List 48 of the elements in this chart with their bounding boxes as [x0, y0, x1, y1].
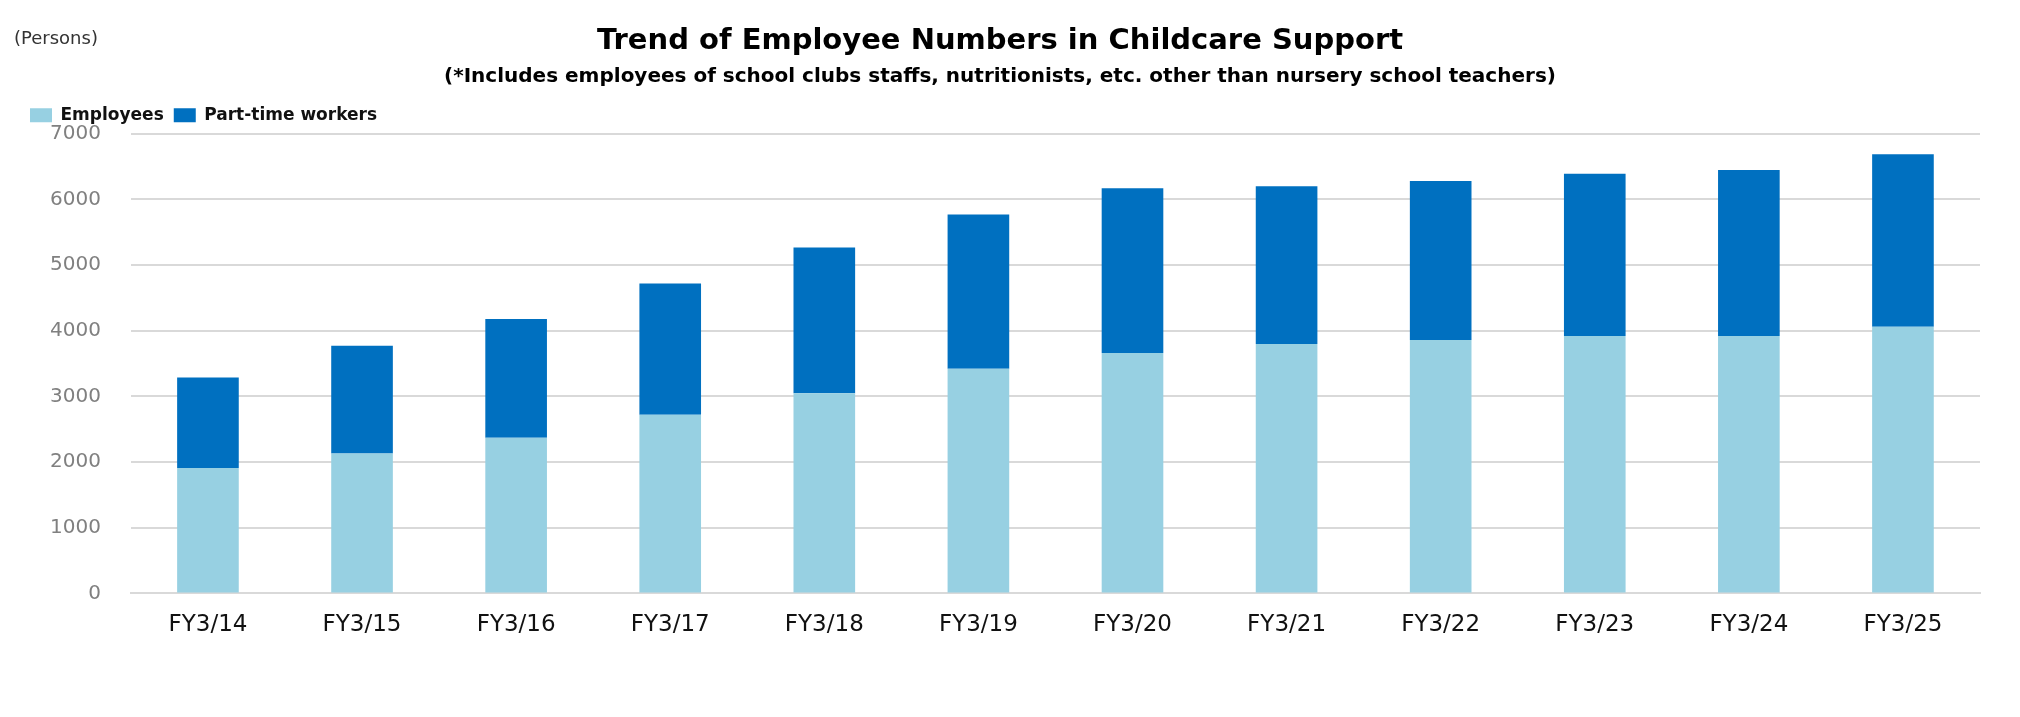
bar: [1872, 154, 1934, 327]
x-tick-label: FY3/14: [168, 610, 248, 637]
x-tick-label: FY3/23: [1555, 610, 1635, 637]
bar: [1409, 339, 1472, 593]
x-tick-label: FY3/22: [1401, 610, 1481, 637]
bar: [331, 453, 393, 593]
y-tick-label: 4000: [49, 316, 101, 341]
bar: [947, 368, 1010, 593]
y-axis-title: (Persons): [14, 26, 98, 48]
x-tick-label: FY3/25: [1863, 610, 1943, 637]
x-tick-label: FY3/19: [938, 610, 1018, 637]
x-tick-label: FY3/24: [1709, 610, 1789, 637]
bar: [947, 214, 1010, 369]
bar: [1872, 326, 1934, 593]
x-tick-label: FY3/16: [476, 610, 556, 637]
bar: [793, 393, 856, 593]
bar: [177, 468, 239, 593]
bar: [639, 283, 702, 415]
bar: [1255, 343, 1318, 593]
bar: [1718, 169, 1780, 337]
y-tick-label: 2000: [49, 448, 101, 473]
legend-label: Employees: [60, 103, 164, 124]
bar: [1718, 336, 1780, 593]
bar: [1255, 186, 1318, 344]
y-tick-label: 1000: [49, 513, 101, 538]
x-tick-label: FY3/15: [322, 610, 402, 637]
x-tick-label: FY3/20: [1093, 610, 1172, 637]
y-tick-label: 0: [88, 579, 101, 604]
y-tick-label: 6000: [49, 185, 101, 210]
x-tick-label: FY3/17: [630, 610, 710, 637]
bar: [331, 345, 393, 454]
bar: [1563, 336, 1626, 593]
bar: [1101, 353, 1164, 593]
legend-label: Part-time workers: [204, 103, 378, 124]
chart-subtitle: (*Includes employees of school clubs staffs, nutritionists, etc. other than nursery school teachers): [444, 63, 1556, 87]
bar: [1101, 188, 1164, 354]
chart-title: Trend of Employee Numbers in Childcare Support: [596, 21, 1404, 56]
bar: [485, 318, 547, 438]
x-tick-label: FY3/18: [784, 610, 864, 637]
bar: [639, 414, 702, 593]
bar: [1563, 173, 1626, 337]
bar: [177, 377, 239, 468]
x-tick-label: FY3/21: [1247, 610, 1327, 637]
bar: [793, 247, 856, 394]
bar: [485, 437, 547, 593]
y-tick-label: 3000: [49, 382, 101, 407]
y-tick-label: 5000: [49, 251, 101, 276]
bar: [1409, 181, 1472, 340]
